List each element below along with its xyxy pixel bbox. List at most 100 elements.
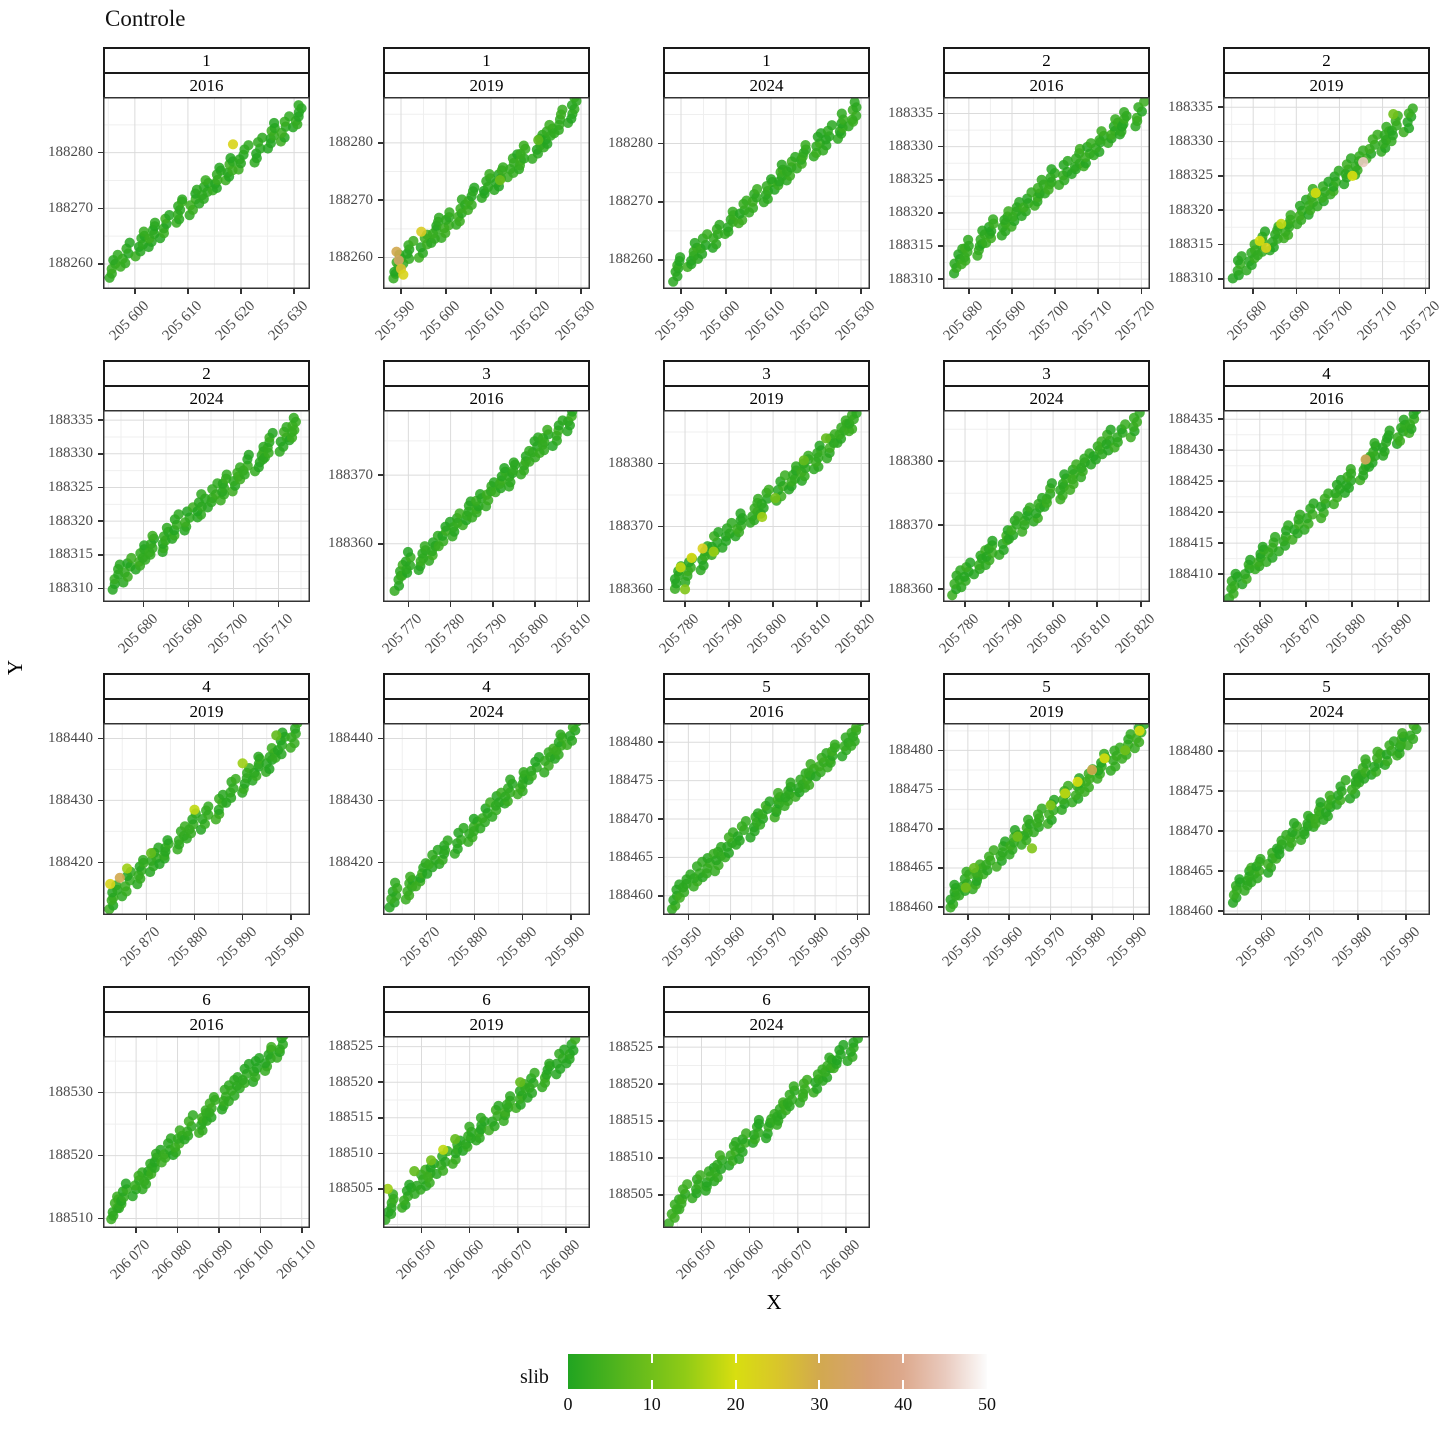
y-tick-mark	[378, 737, 383, 740]
y-tick-label: 188325	[48, 478, 93, 495]
facet-strip-group: 1	[663, 47, 870, 74]
y-tick-mark	[98, 452, 103, 455]
y-tick-label: 188330	[888, 138, 933, 155]
facet-panel-1-2024: 1 2024 188260 188270 188280 205 590 205 600 205…	[590, 47, 878, 360]
scatter-plot	[663, 97, 870, 289]
x-tick-label: 205 700	[205, 611, 251, 657]
scatter-plot	[1223, 410, 1430, 602]
y-tick-label: 188270	[608, 193, 653, 210]
x-tick-mark	[232, 602, 235, 607]
x-tick-label: 205 720	[1397, 298, 1440, 344]
y-tick-mark	[938, 788, 943, 791]
x-tick-label: 205 680	[940, 298, 987, 344]
y-tick-mark	[378, 542, 383, 545]
scatter-plot	[383, 97, 590, 289]
facet-panel-6-2024: 6 2024 188505 188510 188515 188520 188525 206 0…	[590, 986, 870, 1299]
y-tick-mark	[98, 419, 103, 421]
facet-strip-group: 6	[383, 986, 590, 1013]
x-tick-label: 205 870	[117, 924, 164, 970]
x-tick-label: 205 780	[422, 611, 468, 657]
y-tick-mark	[378, 1081, 383, 1084]
y-tick-mark	[938, 178, 943, 181]
y-tick-label: 188380	[608, 455, 653, 471]
facet-strip-group: 3	[383, 360, 590, 387]
x-tick-mark	[967, 915, 969, 920]
facet-strip-year: 2016	[103, 72, 310, 99]
legend-title: slib	[520, 1366, 549, 1388]
x-tick-label: 205 980	[1063, 924, 1110, 970]
scatter-plot	[943, 723, 1150, 915]
facet-panel-4-2024: 4 2024 188420 188430 188440 205 870 205 880 205…	[310, 673, 590, 986]
x-tick-label: 205 810	[1068, 611, 1115, 657]
x-tick-mark	[725, 289, 727, 294]
facet-strip-year: 2024	[103, 385, 310, 412]
x-tick-label: 206 080	[149, 1237, 195, 1283]
y-tick-mark	[1218, 243, 1223, 246]
y-tick-label: 188330	[1168, 133, 1213, 150]
y-tick-label: 188260	[48, 255, 93, 272]
x-tick-label: 205 620	[787, 298, 834, 344]
x-tick-label: 205 790	[980, 611, 1027, 657]
x-tick-label: 205 610	[462, 298, 509, 344]
y-tick-label: 188310	[48, 580, 93, 597]
y-tick-mark	[658, 1193, 663, 1196]
y-tick-mark	[1218, 277, 1223, 280]
y-tick-mark	[1218, 140, 1223, 143]
y-tick-label: 188420	[48, 853, 93, 870]
y-tick-mark	[1218, 542, 1223, 544]
x-tick-mark	[856, 915, 859, 920]
y-tick-label: 188520	[328, 1073, 373, 1090]
x-tick-label: 205 890	[1369, 611, 1416, 657]
x-tick-label: 205 810	[548, 611, 595, 657]
y-tick-mark	[938, 906, 943, 908]
y-tick-mark	[1218, 418, 1223, 421]
page-title: Controle	[105, 6, 186, 31]
x-tick-label: 205 620	[507, 298, 554, 344]
facet-panel-6-2016: 6 2016 188510 188520 188530 206 070 206 080 206…	[30, 986, 319, 1299]
x-tick-label: 205 880	[165, 924, 212, 970]
y-tick-label: 188435	[1168, 410, 1213, 427]
y-tick-label: 188440	[48, 729, 93, 746]
y-tick-label: 188480	[608, 733, 653, 750]
facet-strip-year: 2024	[663, 72, 870, 99]
x-tick-label: 205 980	[1329, 924, 1376, 970]
x-tick-label: 205 630	[265, 298, 312, 344]
facet-strip-group: 5	[1223, 673, 1430, 700]
y-tick-mark	[938, 112, 943, 115]
x-tick-label: 205 590	[372, 298, 419, 344]
y-tick-label: 188460	[608, 887, 653, 904]
x-tick-mark	[400, 289, 402, 294]
x-tick-label: 205 780	[936, 611, 983, 657]
legend-tick-label: 50	[978, 1394, 996, 1414]
y-tick-label: 188335	[48, 411, 93, 428]
y-tick-mark	[1218, 830, 1223, 832]
x-tick-label: 205 950	[939, 924, 986, 970]
y-tick-label: 188270	[48, 199, 93, 216]
y-tick-label: 188505	[328, 1180, 373, 1197]
facet-strip-year: 2019	[383, 1011, 590, 1038]
facet-strip-year: 2016	[103, 1011, 310, 1038]
y-tick-label: 188370	[328, 466, 373, 483]
x-tick-mark	[289, 915, 292, 920]
y-tick-label: 188505	[608, 1186, 653, 1203]
x-tick-label: 206 060	[441, 1237, 487, 1283]
x-tick-mark	[187, 289, 189, 294]
facet-panel-1-2019: 1 2019 188260 188270 188280 205 590 205 600 205…	[310, 47, 598, 360]
x-tick-mark	[1397, 602, 1399, 607]
y-tick-label: 188325	[1168, 167, 1213, 184]
x-tick-mark	[277, 602, 280, 607]
x-tick-label: 205 600	[697, 298, 744, 344]
scatter-plot	[383, 1036, 590, 1228]
y-tick-mark	[658, 588, 663, 591]
y-tick-label: 188470	[888, 820, 933, 837]
y-tick-mark	[378, 1188, 383, 1190]
y-tick-mark	[938, 145, 943, 148]
x-tick-label: 205 800	[744, 611, 791, 657]
facet-strip-group: 6	[663, 986, 870, 1013]
y-tick-label: 188430	[48, 791, 93, 808]
y-tick-mark	[658, 1046, 663, 1048]
facet-panel-6-2019: 6 2019 188505 188510 188515 188520 188525 206 0…	[310, 986, 590, 1299]
legend-tick-mark	[902, 1354, 905, 1363]
y-tick-label: 188475	[608, 772, 653, 789]
facet-panel-4-2016: 4 2016 188410 188415 188420 188425 188430 18843…	[1150, 360, 1430, 673]
